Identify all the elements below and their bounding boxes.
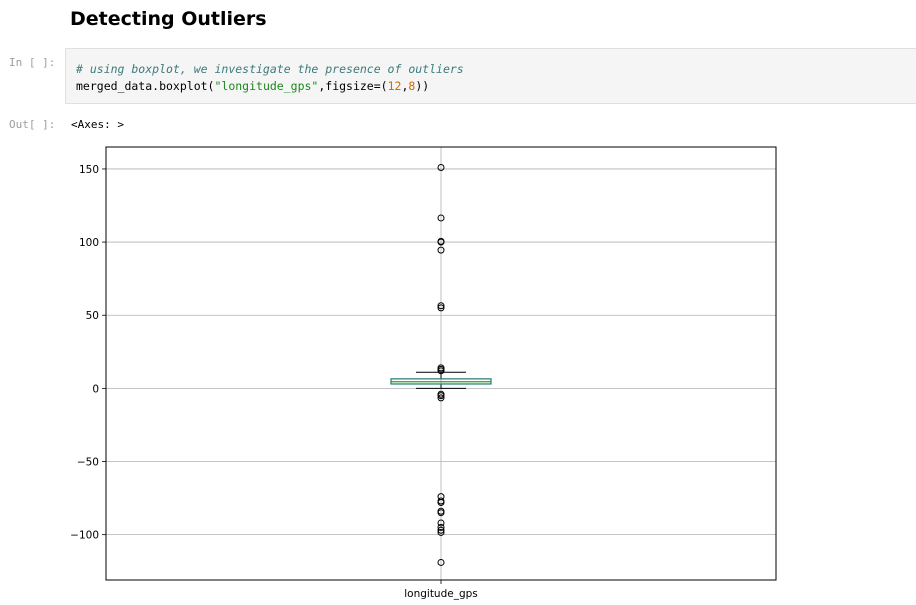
outlier-point [437,304,445,312]
code-kwarg: ,figsize=( [318,79,388,93]
outlier-point [437,528,445,536]
outlier-point [437,526,445,534]
y-tick-label: 100 [79,237,99,249]
output-prompt: Out[ ]: [9,118,56,131]
outlier-point [437,392,445,400]
outlier-point [437,238,445,246]
outlier-point [437,523,445,531]
outlier-point [437,367,445,375]
outlier-point [437,509,445,517]
outlier-point [437,246,445,254]
y-tick-label: −50 [77,457,99,469]
code-cell[interactable]: # using boxplot, we investigate the pres… [65,48,916,104]
section-heading: Detecting Outliers [70,8,267,30]
code-close-paren: )) [415,79,430,93]
code-line-boxplot: merged_data.boxplot("longitude_gps",figs… [76,79,429,93]
code-call: merged_data.boxplot( [76,79,215,93]
code-comment: # using boxplot, we investigate the pres… [76,62,464,76]
y-tick-label: −100 [70,530,99,542]
y-tick-label: 0 [92,383,99,395]
outlier-point [437,394,445,402]
input-prompt: In [ ]: [9,56,56,69]
outlier-point [437,498,445,506]
y-tick-label: 150 [79,164,99,176]
outlier-point [437,214,445,222]
code-comma: , [401,79,409,93]
outlier-point [437,302,445,310]
code-num-width: 12 [387,79,402,93]
outlier-point [437,163,445,171]
output-repr: <Axes: > [71,118,124,131]
code-string-arg: "longitude_gps" [214,79,319,93]
outlier-point [437,558,445,566]
outlier-point [437,519,445,527]
y-tick-label: 50 [86,310,99,322]
code-num-height: 8 [408,79,416,93]
x-tick-label: longitude_gps [404,588,478,600]
axes-frame [105,146,777,581]
